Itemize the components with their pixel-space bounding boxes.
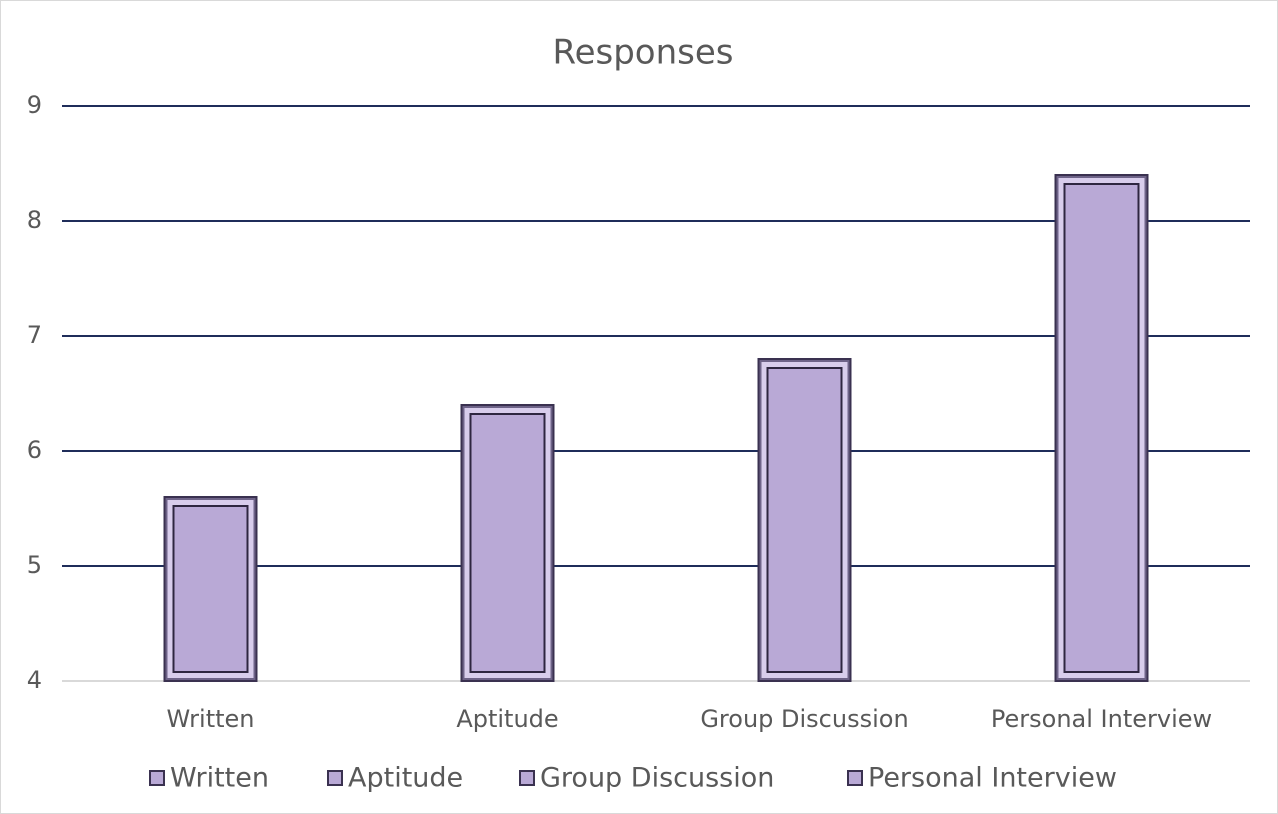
x-tick-label: Group Discussion <box>700 705 908 733</box>
legend-swatch <box>847 770 863 786</box>
bar <box>460 404 555 682</box>
legend-swatch <box>327 770 343 786</box>
legend-label: Written <box>170 763 269 794</box>
bar <box>1054 174 1149 682</box>
x-tick-label: Aptitude <box>456 705 558 733</box>
legend-label: Personal Interview <box>868 763 1117 794</box>
y-tick-label: 4 <box>27 666 42 694</box>
y-tick-label: 5 <box>27 551 42 579</box>
y-tick-label: 6 <box>27 436 42 464</box>
legend-label: Aptitude <box>348 763 463 794</box>
y-tick-label: 8 <box>27 206 42 234</box>
y-tick-label: 7 <box>27 321 42 349</box>
x-tick-label: Personal Interview <box>991 705 1212 733</box>
chart-title: Responses <box>552 33 733 73</box>
legend-swatch <box>519 770 535 786</box>
bar <box>757 358 852 682</box>
legend-swatch <box>149 770 165 786</box>
bar <box>163 496 258 682</box>
x-tick-label: Written <box>167 705 255 733</box>
y-tick-label: 9 <box>27 91 42 119</box>
legend-label: Group Discussion <box>540 763 774 794</box>
